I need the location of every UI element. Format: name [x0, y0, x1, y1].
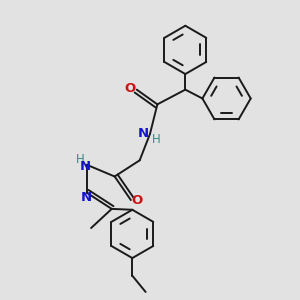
Text: H: H [152, 133, 161, 146]
Text: N: N [81, 191, 92, 205]
Text: O: O [124, 82, 136, 95]
Text: H: H [76, 153, 85, 166]
Text: N: N [138, 127, 149, 140]
Text: O: O [132, 194, 143, 207]
Text: N: N [80, 160, 91, 173]
